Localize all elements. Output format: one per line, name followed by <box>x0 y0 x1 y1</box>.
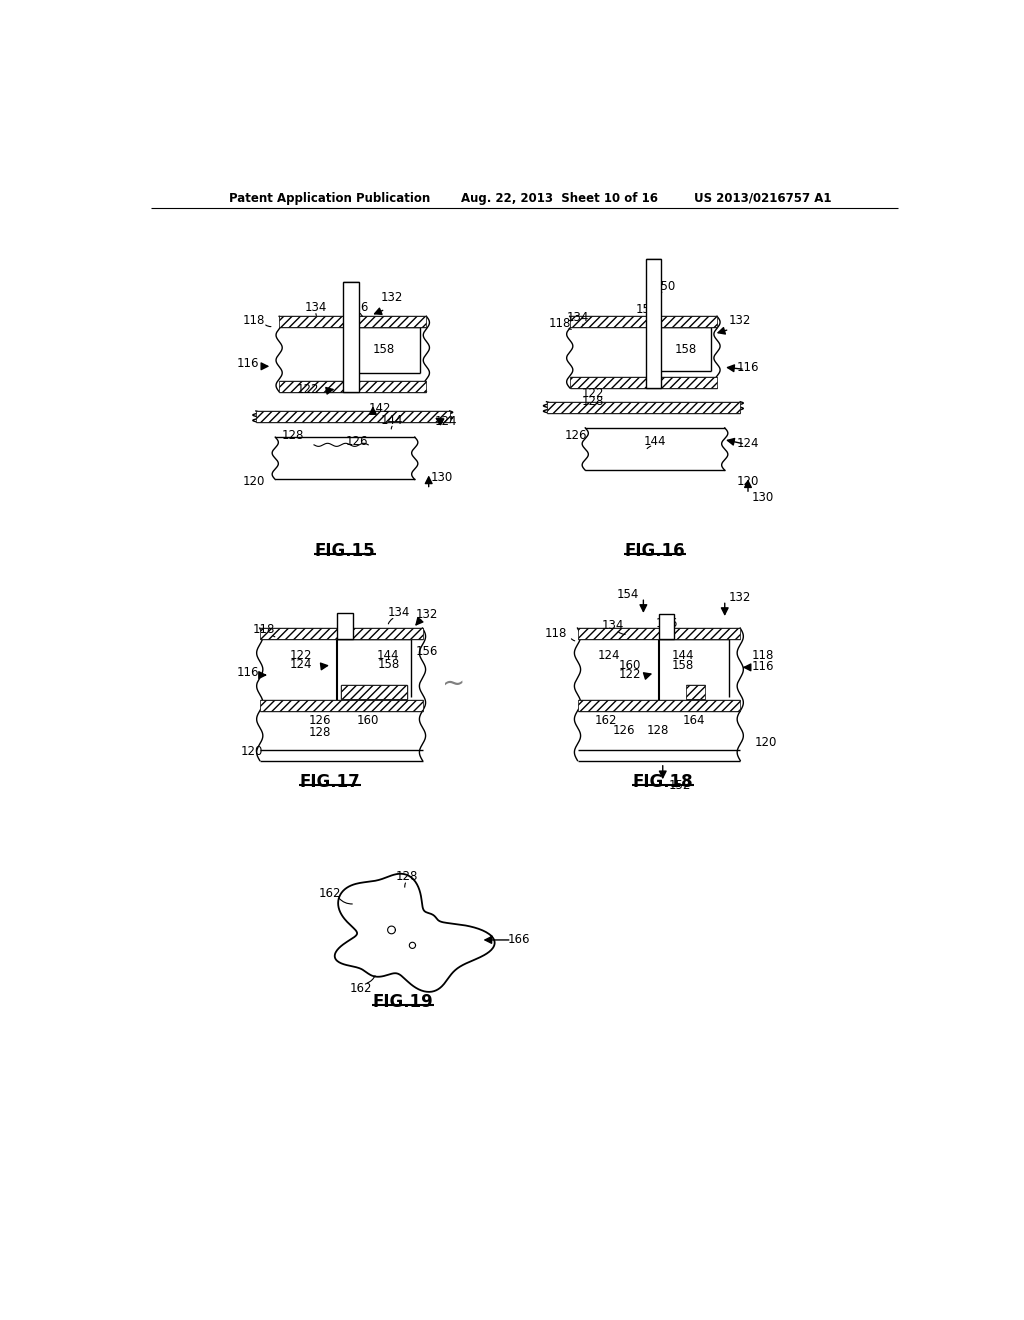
Text: 166: 166 <box>508 933 530 946</box>
Text: 124: 124 <box>290 657 312 671</box>
Text: 122: 122 <box>290 648 312 661</box>
Text: 120: 120 <box>755 735 776 748</box>
Text: FIG.16: FIG.16 <box>625 543 685 560</box>
Text: 128: 128 <box>647 723 670 737</box>
Bar <box>578 701 740 711</box>
Text: 122: 122 <box>297 383 319 396</box>
Text: 128: 128 <box>308 726 331 739</box>
Text: 156: 156 <box>655 616 678 630</box>
Text: 116: 116 <box>736 362 759 375</box>
Bar <box>343 281 359 392</box>
Bar <box>280 317 426 327</box>
Bar <box>569 378 717 388</box>
Text: 116: 116 <box>752 660 774 673</box>
Text: 158: 158 <box>373 343 395 356</box>
Text: 156: 156 <box>636 302 658 315</box>
Text: 122: 122 <box>618 668 641 681</box>
Text: FIG.19: FIG.19 <box>373 993 433 1011</box>
Text: Patent Application Publication: Patent Application Publication <box>228 191 430 205</box>
Bar <box>569 317 717 327</box>
Text: 126: 126 <box>308 714 331 727</box>
Text: ~: ~ <box>441 669 465 697</box>
Text: 132: 132 <box>380 290 402 304</box>
Text: 130: 130 <box>752 491 774 504</box>
Text: 132: 132 <box>729 314 752 326</box>
Bar <box>658 614 675 639</box>
Text: 162: 162 <box>318 887 341 900</box>
Text: US 2013/0216757 A1: US 2013/0216757 A1 <box>693 191 831 205</box>
Text: 158: 158 <box>675 343 697 356</box>
Text: 120: 120 <box>243 475 265 488</box>
Text: 164: 164 <box>683 714 705 727</box>
Text: 124: 124 <box>597 648 620 661</box>
Text: 122: 122 <box>582 387 604 400</box>
Text: 134: 134 <box>305 301 328 314</box>
Bar <box>256 411 450 422</box>
Text: 126: 126 <box>346 436 369 449</box>
Text: 116: 116 <box>237 667 259 680</box>
Bar <box>578 628 740 639</box>
Text: 156: 156 <box>415 644 437 657</box>
Text: 116: 116 <box>237 358 259 371</box>
Text: 126: 126 <box>564 429 587 442</box>
Bar <box>260 701 423 711</box>
Bar <box>547 401 740 412</box>
Text: 120: 120 <box>737 475 759 488</box>
Text: 142: 142 <box>369 403 391 416</box>
Text: 160: 160 <box>357 714 380 727</box>
Text: 144: 144 <box>644 436 667 449</box>
Text: 118: 118 <box>549 317 570 330</box>
Text: 126: 126 <box>612 723 635 737</box>
Text: 158: 158 <box>672 659 694 672</box>
Bar <box>341 685 407 700</box>
Text: 134: 134 <box>566 312 589 325</box>
Text: 124: 124 <box>736 437 759 450</box>
Bar <box>260 628 423 639</box>
Text: 144: 144 <box>380 413 402 426</box>
Text: 162: 162 <box>595 714 617 727</box>
Bar <box>646 259 662 388</box>
Text: 118: 118 <box>752 648 774 661</box>
Text: 118: 118 <box>253 623 274 636</box>
Text: 128: 128 <box>582 395 604 408</box>
Text: 132: 132 <box>729 591 751 603</box>
Text: 150: 150 <box>654 280 676 293</box>
Text: FIG.15: FIG.15 <box>314 543 376 560</box>
Bar <box>686 685 706 700</box>
Text: 130: 130 <box>431 471 453 484</box>
Text: 156: 156 <box>347 301 370 314</box>
Text: FIG.17: FIG.17 <box>299 774 359 791</box>
Text: 118: 118 <box>243 314 265 326</box>
Bar <box>280 381 426 392</box>
Text: 154: 154 <box>616 587 639 601</box>
Text: 144: 144 <box>377 648 399 661</box>
Text: FIG.18: FIG.18 <box>633 774 693 791</box>
Text: 144: 144 <box>672 648 694 661</box>
Text: 120: 120 <box>241 744 263 758</box>
Text: 158: 158 <box>377 657 399 671</box>
Text: 124: 124 <box>434 416 457 428</box>
Text: 160: 160 <box>618 659 641 672</box>
Text: 132: 132 <box>415 607 437 620</box>
Text: 118: 118 <box>545 627 567 640</box>
Text: 128: 128 <box>282 429 304 442</box>
Text: 134: 134 <box>601 619 624 632</box>
Text: 128: 128 <box>396 870 418 883</box>
Text: 152: 152 <box>669 779 691 792</box>
Text: Aug. 22, 2013  Sheet 10 of 16: Aug. 22, 2013 Sheet 10 of 16 <box>461 191 658 205</box>
Text: 134: 134 <box>388 606 411 619</box>
Text: 162: 162 <box>349 982 372 995</box>
Bar <box>337 612 352 639</box>
